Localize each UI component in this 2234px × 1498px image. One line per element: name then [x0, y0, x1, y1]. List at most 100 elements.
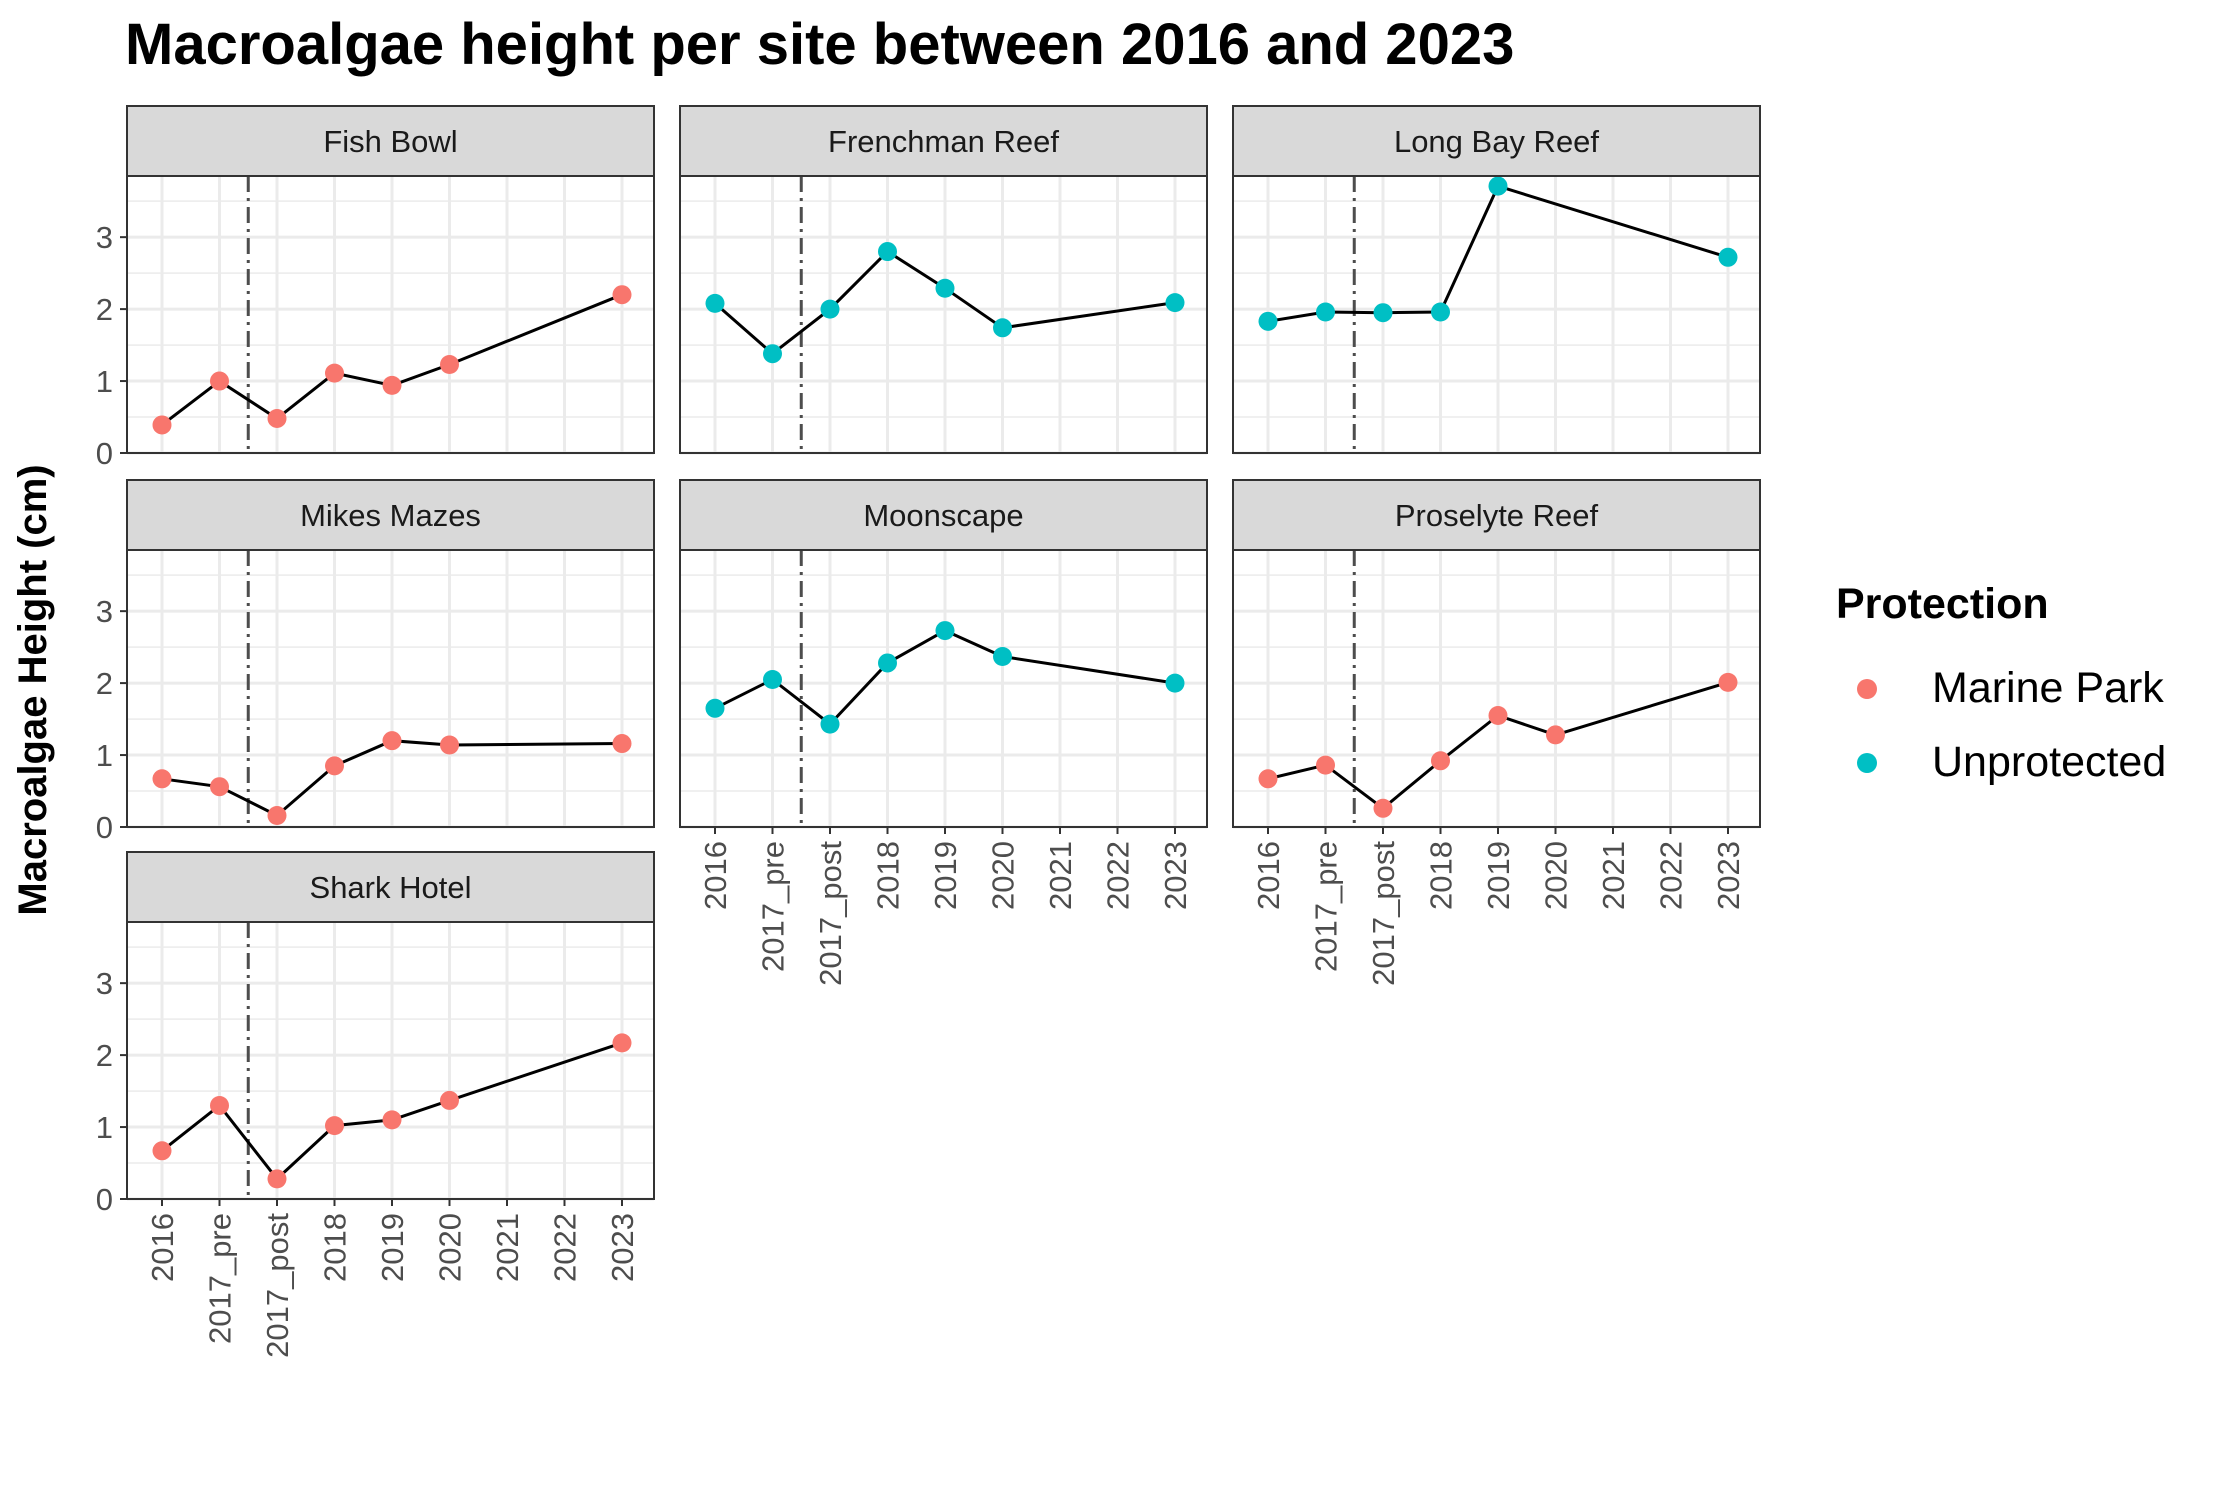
- facet-panel-mikes-mazes: Mikes Mazes 0 1 2 3: [96, 479, 655, 845]
- x-tick-label: 2017_post: [260, 1213, 295, 1358]
- data-point-shark-hotel-2023: [612, 1033, 632, 1053]
- x-tick-label: 2017_pre: [1309, 841, 1344, 972]
- data-point-moonscape-2016: [705, 698, 725, 718]
- data-point-shark-hotel-2019: [382, 1110, 402, 1130]
- data-point-fish-bowl-2023: [612, 285, 632, 305]
- data-point-long-bay-reef-2017-pre: [1316, 302, 1335, 322]
- data-point-mikes-mazes-2016: [152, 769, 172, 789]
- facet-panels: Fish Bowl 0 1 2 3 Frenchman Reef Long Bay Reef…: [96, 105, 1761, 1358]
- y-tick-label: 0: [96, 1182, 113, 1217]
- y-tick-label: 1: [96, 1110, 113, 1145]
- data-point-shark-hotel-2018: [325, 1116, 344, 1136]
- x-tick-label: 2020: [986, 841, 1021, 910]
- data-point-mikes-mazes-2019: [382, 731, 402, 751]
- legend-label-marine-park: Marine Park: [1932, 664, 2164, 712]
- y-axis-title: Macroalgae Height (cm): [11, 464, 55, 915]
- y-tick-label: 3: [96, 220, 113, 255]
- data-point-long-bay-reef-2023: [1718, 247, 1738, 267]
- panel-border: [126, 549, 655, 828]
- data-point-long-bay-reef-2016: [1258, 311, 1278, 331]
- data-point-long-bay-reef-2017-post: [1373, 303, 1393, 323]
- y-tick-label: 2: [96, 1038, 113, 1073]
- facet-strip-label: Shark Hotel: [310, 870, 472, 905]
- chart-title: Macroalgae height per site between 2016 …: [125, 12, 1514, 77]
- x-tick-label: 2017_post: [1366, 841, 1401, 986]
- y-tick-label: 0: [96, 810, 113, 845]
- x-tick-label: 2019: [928, 841, 963, 910]
- data-point-fish-bowl-2018: [325, 363, 344, 383]
- data-point-frenchman-reef-2019: [935, 278, 955, 298]
- facet-strip: [679, 105, 1208, 177]
- panel-border: [126, 175, 655, 454]
- legend: Protection Marine Park Unprotected: [1836, 580, 2166, 786]
- facet-panel-fish-bowl: Fish Bowl 0 1 2 3: [96, 105, 655, 471]
- data-point-proselyte-reef-2016: [1258, 769, 1278, 789]
- x-tick-label: 2020: [433, 1213, 468, 1282]
- facet-panel-shark-hotel: Shark Hotel 0 1 2 3 2016 2017_pre 2017_post 2018…: [96, 851, 655, 1358]
- data-point-moonscape-2017-post: [820, 714, 840, 734]
- x-tick-label: 2016: [1251, 841, 1286, 910]
- x-tick-label: 2017_pre: [756, 841, 791, 972]
- data-point-long-bay-reef-2018: [1431, 302, 1450, 322]
- y-tick-label: 2: [96, 666, 113, 701]
- facet-strip-label: Frenchman Reef: [828, 124, 1059, 159]
- data-point-fish-bowl-2017-pre: [210, 371, 229, 391]
- data-point-fish-bowl-2019: [382, 375, 402, 395]
- x-tick-label: 2023: [605, 1213, 640, 1282]
- data-point-moonscape-2018: [878, 653, 897, 673]
- x-tick-label: 2021: [1596, 841, 1631, 910]
- data-point-shark-hotel-2016: [152, 1141, 172, 1161]
- facet-panel-proselyte-reef: Proselyte Reef 2016 2017_pre 2017_post 2018 2…: [1232, 479, 1761, 986]
- legend-title: Protection: [1836, 580, 2049, 628]
- data-point-proselyte-reef-2017-post: [1373, 798, 1393, 818]
- facet-strip-label: Moonscape: [863, 498, 1023, 533]
- facet-strip-label: Long Bay Reef: [1394, 124, 1599, 159]
- x-tick-label: 2017_post: [813, 841, 848, 986]
- x-tick-label: 2022: [548, 1213, 583, 1282]
- data-point-frenchman-reef-2020: [993, 318, 1012, 338]
- x-tick-label: 2016: [145, 1213, 180, 1282]
- panel-border: [679, 549, 1208, 828]
- data-point-shark-hotel-2020: [440, 1090, 459, 1110]
- y-tick-label: 0: [96, 436, 113, 471]
- data-point-mikes-mazes-2020: [440, 735, 459, 755]
- data-point-frenchman-reef-2023: [1165, 293, 1185, 313]
- data-point-moonscape-2017-pre: [763, 670, 782, 690]
- x-tick-label: 2021: [490, 1213, 525, 1282]
- facet-strip-label: Mikes Mazes: [300, 498, 481, 533]
- x-tick-label: 2017_pre: [203, 1213, 238, 1344]
- facet-panel-long-bay-reef: Long Bay Reef: [1232, 105, 1761, 455]
- data-point-shark-hotel-2017-pre: [210, 1095, 229, 1115]
- x-tick-label: 2018: [318, 1213, 353, 1282]
- data-point-proselyte-reef-2019: [1488, 705, 1508, 725]
- facet-strip: [126, 105, 655, 177]
- x-tick-label: 2018: [871, 841, 906, 910]
- data-point-fish-bowl-2017-post: [267, 408, 287, 428]
- x-tick-label: 2021: [1043, 841, 1078, 910]
- facet-strip-label: Fish Bowl: [323, 124, 457, 159]
- data-point-proselyte-reef-2018: [1431, 751, 1450, 771]
- y-tick-label: 1: [96, 738, 113, 773]
- legend-key-marine-park: [1857, 679, 1877, 699]
- x-tick-label: 2023: [1711, 841, 1746, 910]
- facet-strip: [1232, 479, 1761, 551]
- data-point-shark-hotel-2017-post: [267, 1169, 287, 1189]
- data-point-frenchman-reef-2017-pre: [763, 344, 782, 364]
- y-tick-label: 2: [96, 292, 113, 327]
- y-tick-label: 1: [96, 364, 113, 399]
- x-tick-label: 2023: [1158, 841, 1193, 910]
- series-line-long-bay-reef: [1267, 184, 1729, 323]
- data-point-proselyte-reef-2023: [1718, 672, 1738, 692]
- data-point-moonscape-2023: [1165, 673, 1185, 693]
- data-point-frenchman-reef-2017-post: [820, 299, 840, 319]
- facet-panel-moonscape: Moonscape 2016 2017_pre 2017_post 2018 2019 20…: [679, 479, 1208, 986]
- panel-border: [126, 921, 655, 1200]
- facet-panel-frenchman-reef: Frenchman Reef: [679, 105, 1208, 455]
- data-point-frenchman-reef-2016: [705, 293, 725, 313]
- data-point-mikes-mazes-2017-post: [267, 805, 287, 825]
- y-tick-label: 3: [96, 594, 113, 629]
- legend-key-unprotected: [1857, 753, 1877, 773]
- x-tick-label: 2018: [1424, 841, 1459, 910]
